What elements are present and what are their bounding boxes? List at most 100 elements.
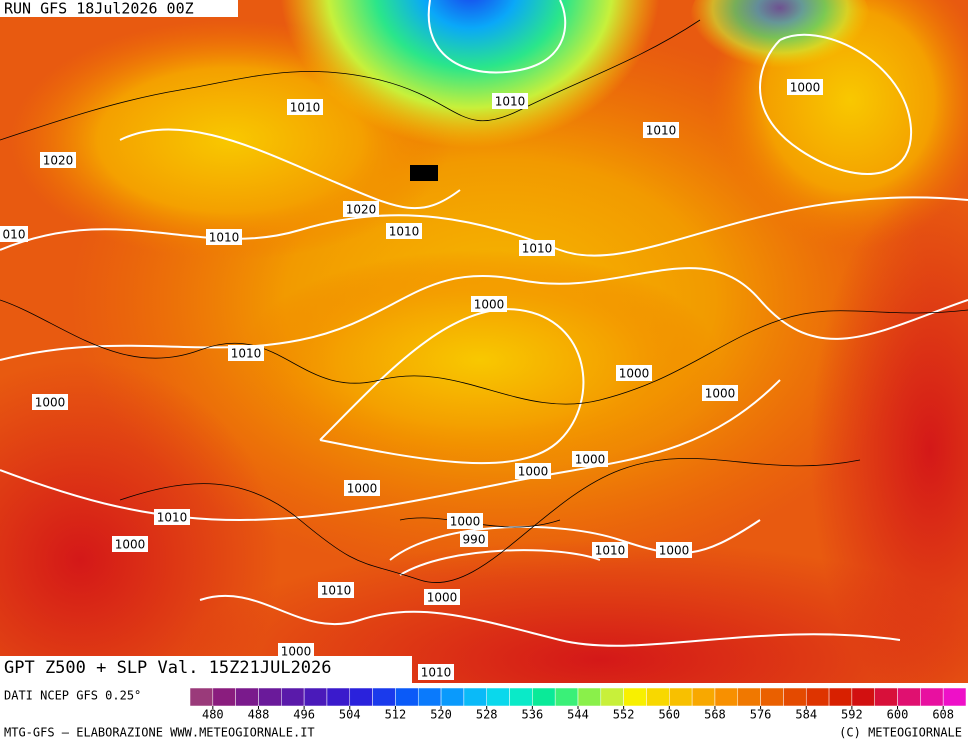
label-box	[344, 480, 380, 496]
label-box	[32, 394, 68, 410]
colorbar-label: 576	[750, 708, 772, 722]
isobar-label: 1000	[115, 538, 146, 552]
colorbar-label: 520	[430, 708, 452, 722]
colorbar-label: 560	[658, 708, 680, 722]
colorbar-swatch	[783, 687, 807, 707]
isobar-label: 1000	[281, 645, 312, 659]
label-box	[592, 542, 628, 558]
colorbar-label: 600	[887, 708, 909, 722]
isobar-label: 1010	[421, 666, 452, 680]
label-box	[572, 451, 608, 467]
label-box	[343, 201, 379, 217]
label-box	[787, 79, 823, 95]
colorbar-swatch	[874, 687, 898, 707]
colorbar-swatch	[235, 687, 259, 707]
label-box	[643, 122, 679, 138]
colorbar-swatch	[623, 687, 647, 707]
colorbar-swatch	[463, 687, 487, 707]
isobar-labels: 1010 1010 1000 1010 1020 552 1020 1010 1010 1010 0…	[0, 79, 823, 680]
colorbar-swatch	[349, 687, 373, 707]
colorbar-swatch	[189, 687, 214, 707]
label-box	[616, 365, 652, 381]
footer-left: MTG-GFS — ELABORAZIONE WWW.METEOGIORNALE…	[4, 726, 315, 740]
title-box	[0, 656, 412, 683]
isobar-label: 1010	[646, 124, 677, 138]
colorbar-label: 592	[841, 708, 863, 722]
isobar-label: 1010	[209, 231, 240, 245]
label-box	[278, 643, 314, 659]
colorbar-swatch	[532, 687, 556, 707]
isobar-label: 010	[3, 228, 26, 242]
colorbar-label: 504	[339, 708, 361, 722]
colorbar-swatch	[828, 687, 853, 707]
isobar-label: 552	[413, 167, 436, 181]
colorbar-swatch	[714, 687, 739, 707]
colorbar-label: 480	[202, 708, 224, 722]
label-box	[228, 345, 264, 361]
isobar-label: 1010	[231, 347, 262, 361]
colorbar-swatch	[554, 687, 579, 707]
isobar-label: 1000	[619, 367, 650, 381]
colorbar-label: 568	[704, 708, 726, 722]
label-box	[386, 223, 422, 239]
isobar-label: 1000	[35, 396, 66, 410]
isobar-label: 1000	[518, 465, 549, 479]
isobar-label: 1000	[575, 453, 606, 467]
label-box	[418, 664, 454, 680]
label-box	[206, 229, 242, 245]
colorbar-swatch	[851, 687, 875, 707]
isobar-label: 1010	[495, 95, 526, 109]
colorbar-swatch	[897, 687, 921, 707]
colorbar-label: 552	[613, 708, 635, 722]
colorbar-swatch	[258, 687, 282, 707]
colorbar-swatch	[577, 687, 602, 707]
colorbar-swatch	[417, 687, 442, 707]
isobar-label: 1010	[157, 511, 188, 525]
isobar-label: 1000	[659, 544, 690, 558]
colorbar-swatch	[303, 687, 328, 707]
colorbar-swatch	[326, 687, 351, 707]
label-box	[112, 536, 148, 552]
label-box	[471, 296, 507, 312]
isobar-label: 990	[463, 533, 486, 547]
isobar-label: 1000	[705, 387, 736, 401]
colorbar-swatch	[372, 687, 396, 707]
label-box	[287, 99, 323, 115]
colorbar-label: 496	[293, 708, 315, 722]
label-box	[447, 513, 483, 529]
colorbar-swatch	[760, 687, 784, 707]
isobar-label: 1000	[474, 298, 505, 312]
label-box	[702, 385, 738, 401]
label-box	[656, 542, 692, 558]
colorbar-swatch	[646, 687, 670, 707]
isobar-label: 1000	[427, 591, 458, 605]
isobar-label: 1010	[595, 544, 626, 558]
label-box	[519, 240, 555, 256]
colorbar-swatch	[942, 687, 967, 707]
colorbar-swatch	[669, 687, 693, 707]
isobar-label: 1010	[290, 101, 321, 115]
colorbar-label: 544	[567, 708, 589, 722]
isobar-label: 1000	[450, 515, 481, 529]
isobar-label: 1010	[389, 225, 420, 239]
isobar-label: 1020	[43, 154, 74, 168]
colorbar-swatch	[920, 687, 944, 707]
coastlines	[0, 19, 968, 583]
colorbar-label: 512	[385, 708, 407, 722]
colorbar-label: 536	[522, 708, 544, 722]
colorbar-label: 528	[476, 708, 498, 722]
label-box	[424, 589, 460, 605]
label-box	[154, 509, 190, 525]
label-box	[492, 93, 528, 109]
colorbar-swatch	[486, 687, 510, 707]
isobar-label: 1020	[346, 203, 377, 217]
header-box	[0, 0, 238, 17]
colorbar-swatch	[440, 687, 465, 707]
run-label: RUN GFS 18Jul2026 00Z	[4, 0, 194, 18]
label-box	[40, 152, 76, 168]
colorbar-label: 608	[932, 708, 954, 722]
isobar-label: 1000	[790, 81, 821, 95]
